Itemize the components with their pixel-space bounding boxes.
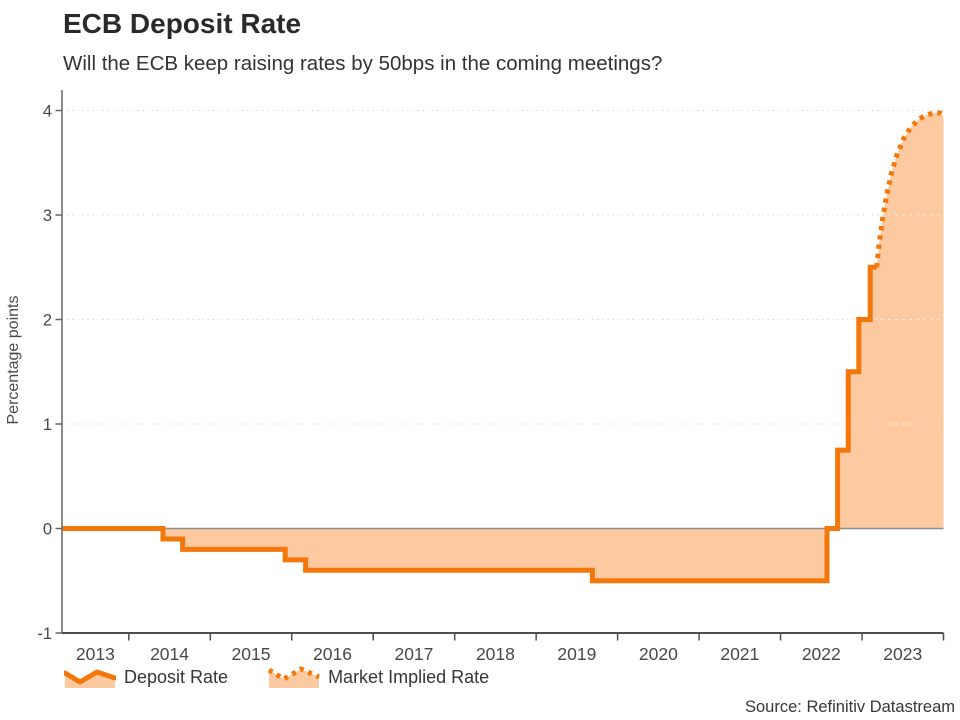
- x-tick-label: 2018: [476, 644, 515, 664]
- y-tick-label: 4: [43, 103, 52, 121]
- market-implied-rate-line: [874, 110, 946, 268]
- deposit-rate-legend-icon: [64, 669, 116, 688]
- market-implied-rate-legend-icon: [268, 666, 321, 688]
- gridline-overlay: [62, 109, 944, 425]
- x-tick-label: 2017: [394, 644, 433, 664]
- series-fill-area: [62, 112, 944, 581]
- x-tick-label: 2022: [802, 644, 841, 664]
- x-tick-label: 2013: [76, 644, 115, 664]
- legend-label-deposit-rate: Deposit Rate: [124, 666, 229, 687]
- x-tick-label: 2015: [232, 644, 271, 664]
- y-axis: 4 3 2 1 0 -1: [37, 90, 63, 643]
- page-subtitle: Will the ECB keep raising rates by 50bps…: [63, 52, 663, 75]
- y-tick-label: -1: [37, 625, 52, 643]
- source-note: Source: Refinitiv Datastream: [745, 698, 955, 716]
- x-tick-label: 2023: [883, 644, 922, 664]
- y-tick-label: 1: [43, 416, 52, 434]
- x-tick-label: 2014: [150, 644, 189, 664]
- deposit-rate-line: [62, 264, 877, 584]
- x-tick-label: 2016: [313, 644, 352, 664]
- y-tick-label: 2: [43, 312, 52, 330]
- legend-item-deposit-rate: Deposit Rate: [64, 666, 228, 688]
- x-tick-label: 2021: [720, 644, 759, 664]
- gridlines: [62, 110, 944, 425]
- page-title: ECB Deposit Rate: [63, 8, 302, 39]
- legend-label-market-implied-rate: Market Implied Rate: [328, 666, 490, 687]
- y-tick-label: 0: [43, 521, 52, 539]
- x-tick-label: 2020: [639, 644, 678, 664]
- y-tick-label: 3: [43, 207, 52, 225]
- legend-item-market-implied-rate: Market Implied Rate: [268, 666, 489, 688]
- x-axis: 2013 2014 2015 2016 2017 2018 2019 2020 2021 2022…: [62, 632, 945, 664]
- x-tick-label: 2019: [557, 644, 596, 664]
- legend: Deposit Rate Market Implied Rate: [64, 666, 489, 688]
